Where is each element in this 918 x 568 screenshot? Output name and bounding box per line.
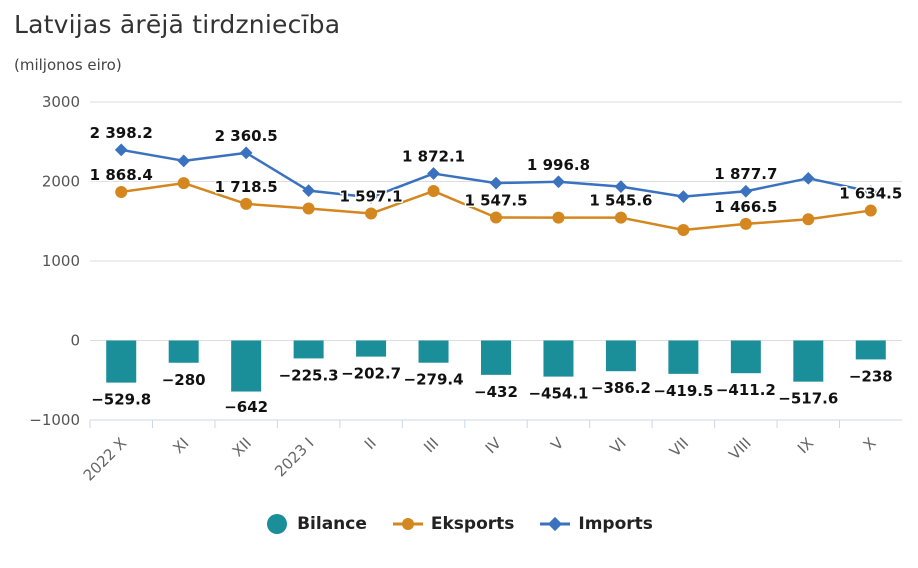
bilance-bar	[418, 340, 449, 363]
imports-point	[552, 175, 565, 189]
y-tick-label: 0	[70, 332, 80, 350]
x-tick-label: VII	[666, 434, 692, 460]
x-tick-label: IX	[794, 434, 817, 457]
legend-imports-line-icon	[540, 516, 571, 532]
x-tick-label: VIII	[725, 434, 754, 463]
bilance-bar	[293, 340, 324, 359]
bilance-data-label: −642	[224, 398, 268, 416]
x-tick-label: 2023 I	[271, 434, 317, 480]
x-tick-label: X	[860, 434, 880, 454]
bilance-data-label: −432	[474, 383, 518, 401]
bilance-data-label: −280	[162, 371, 206, 389]
data-labels: −529.8 −280 −642 −225.3 −202.7 −279.4 −432 −454…	[88, 122, 904, 417]
bilance-bar	[730, 340, 761, 374]
bilance-data-label: −279.4	[404, 371, 464, 389]
eksports-point	[177, 177, 190, 190]
y-axis: 3000 2000 1000 0 −1000	[29, 93, 80, 429]
imports-point	[489, 176, 503, 190]
eksports-point	[677, 223, 690, 236]
legend-item-bilance[interactable]: Bilance	[265, 512, 367, 536]
legend: Bilance Eksports Imports	[0, 512, 918, 536]
y-tick-label: 1000	[42, 252, 80, 270]
eksports-point	[365, 207, 378, 220]
eksports-point	[864, 204, 877, 217]
legend-label-bilance: Bilance	[297, 514, 367, 534]
x-tick-label: III	[420, 434, 442, 456]
eksports-data-label: 1 466.5	[714, 198, 777, 216]
eksports-data-label: 1 718.5	[215, 178, 278, 196]
imports-point	[302, 184, 315, 198]
x-tick-label: V	[547, 434, 568, 455]
imports-data-label: 1 877.7	[714, 165, 777, 183]
imports-point	[801, 171, 815, 185]
bilance-bar	[793, 340, 824, 382]
eksports-point	[802, 213, 815, 226]
bilance-bar	[168, 340, 199, 363]
y-tick-label: 2000	[42, 173, 80, 191]
eksports-point	[302, 202, 315, 215]
imports-point	[364, 191, 378, 204]
x-tick-label: IV	[482, 434, 506, 458]
bilance-bars	[106, 340, 886, 392]
eksports-point	[739, 217, 752, 230]
imports-data-label: 2 398.2	[90, 124, 153, 142]
legend-bilance-circle-icon	[267, 514, 288, 534]
eksports-point	[614, 211, 627, 224]
bilance-data-label: −529.8	[91, 391, 151, 409]
chart-title: Latvijas ārējā tirdzniecība	[14, 10, 341, 39]
x-tick-label: II	[361, 434, 380, 453]
y-tick-label: −1000	[29, 411, 80, 429]
bilance-bar	[356, 340, 387, 357]
imports-point	[739, 184, 753, 198]
x-tick-label: XI	[169, 434, 192, 457]
bilance-bar	[605, 340, 636, 372]
eksports-data-label: 1 634.5	[839, 185, 902, 203]
eksports-point	[115, 185, 128, 198]
imports-point	[677, 190, 690, 203]
eksports-point	[240, 197, 253, 210]
x-axis: 2022 X XI XII 2023 I II III IV V VI VII VIII IX X	[80, 419, 902, 484]
bilance-data-label: −386.2	[591, 379, 651, 397]
legend-item-imports[interactable]: Imports	[540, 512, 653, 536]
imports-data-label: 1 996.8	[527, 156, 590, 174]
imports-point	[239, 146, 253, 160]
chart-subtitle: (miljonos eiro)	[14, 56, 122, 74]
bilance-bar	[668, 340, 699, 374]
bilance-data-label: −202.7	[341, 365, 401, 383]
x-tick-label: XII	[229, 434, 255, 460]
eksports-data-label: 1 597.1	[340, 188, 403, 206]
bilance-data-label: −454.1	[528, 385, 588, 403]
bilance-data-label: −238	[849, 367, 893, 385]
legend-label-imports: Imports	[578, 514, 653, 534]
bilance-data-label: −411.2	[716, 381, 776, 399]
eksports-data-label: 1 545.6	[589, 192, 652, 210]
eksports-point	[552, 211, 565, 224]
imports-point	[427, 167, 440, 180]
bilance-bar	[855, 340, 886, 360]
eksports-data-label: 1 547.5	[464, 191, 527, 209]
x-tick-label: VI	[607, 434, 630, 457]
bilance-bar	[106, 340, 137, 383]
imports-data-label: 1 872.1	[402, 148, 465, 166]
eksports-point	[490, 211, 502, 224]
imports-point	[114, 143, 128, 157]
y-tick-label: 3000	[42, 93, 80, 111]
bilance-data-label: −517.6	[778, 390, 838, 408]
bilance-bar	[231, 340, 262, 392]
bilance-data-label: −225.3	[279, 366, 339, 384]
bilance-bar	[543, 340, 574, 377]
legend-eksports-line-icon	[392, 518, 423, 530]
legend-item-eksports[interactable]: Eksports	[392, 512, 515, 536]
imports-data-label: 2 360.5	[215, 127, 278, 145]
bilance-data-label: −419.5	[653, 382, 713, 400]
eksports-point	[427, 185, 440, 198]
bilance-bar	[481, 340, 511, 375]
imports-point	[177, 154, 191, 168]
eksports-data-label: 1 868.4	[90, 166, 153, 184]
x-tick-label: 2022 X	[80, 434, 130, 484]
legend-label-eksports: Eksports	[430, 514, 515, 534]
